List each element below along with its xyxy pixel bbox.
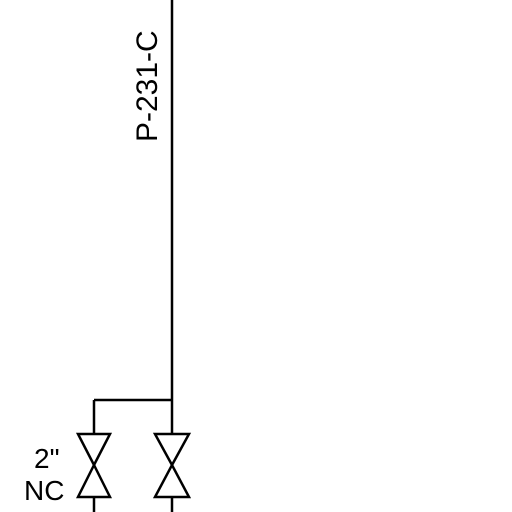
line-tag-label: P-231-C xyxy=(131,30,164,142)
valve-state-label: NC xyxy=(24,475,64,506)
gate-valve-right-icon xyxy=(152,432,192,499)
valve-size-label: 2" xyxy=(34,443,60,474)
gate-valve-left-icon xyxy=(75,432,113,499)
